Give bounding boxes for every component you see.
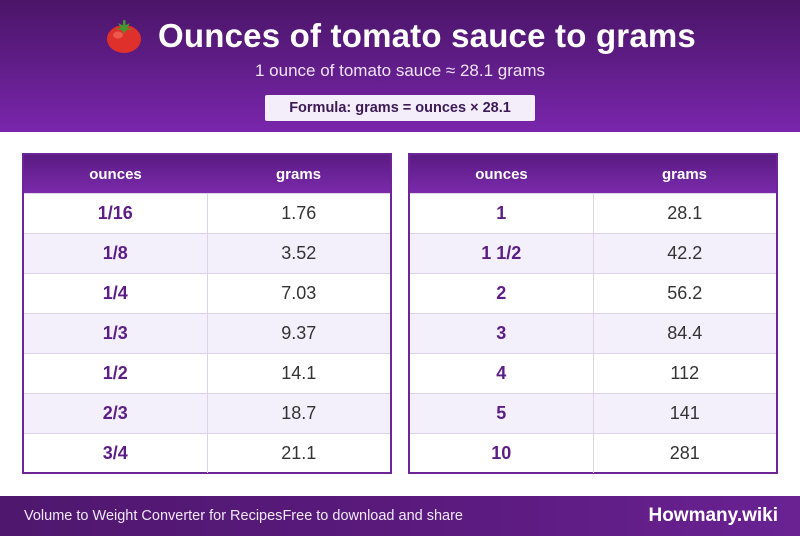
grams-cell: 56.2 bbox=[667, 283, 703, 303]
ounces-cell: 1/2 bbox=[24, 354, 208, 393]
grams-cell: 28.1 bbox=[667, 203, 703, 223]
table-row: 1 1/2 42.2 bbox=[410, 233, 776, 273]
ounces-cell: 1 bbox=[410, 194, 594, 233]
column-header-ounces: ounces bbox=[89, 165, 142, 183]
table-header: ounces grams bbox=[410, 155, 776, 193]
grams-cell: 281 bbox=[669, 443, 700, 463]
table-row: 2/3 18.7 bbox=[24, 393, 390, 433]
ounces-cell: 3/4 bbox=[24, 434, 208, 473]
footer-bar: Volume to Weight Converter for Recipes Fr… bbox=[0, 496, 800, 536]
table-row: 3/4 21.1 bbox=[24, 433, 390, 473]
table-row: 4 112 bbox=[410, 353, 776, 393]
ounces-cell: 1/8 bbox=[24, 234, 208, 273]
grams-cell: 18.7 bbox=[281, 403, 317, 423]
subtitle: 1 ounce of tomato sauce ≈ 28.1 grams bbox=[255, 61, 545, 80]
grams-cell: 84.4 bbox=[667, 323, 703, 343]
ounces-cell: 1/4 bbox=[24, 274, 208, 313]
footer-text: Volume to Weight Converter for Recipes Fr… bbox=[24, 508, 463, 524]
tomato-icon bbox=[107, 20, 141, 53]
page-title: Ounces of tomato sauce to grams bbox=[158, 17, 696, 54]
ounces-cell: 1/16 bbox=[24, 194, 208, 233]
grams-cell: 7.03 bbox=[281, 283, 317, 303]
ounces-cell: 10 bbox=[410, 434, 594, 473]
grams-cell: 1.76 bbox=[281, 203, 317, 223]
column-header-grams: grams bbox=[275, 165, 322, 183]
table-row: 1/8 3.52 bbox=[24, 233, 390, 273]
ounces-cell: 2/3 bbox=[24, 394, 208, 433]
grams-cell: 42.2 bbox=[667, 243, 703, 263]
table-header: ounces grams bbox=[24, 155, 390, 193]
footer-share-text: Free to download and share bbox=[282, 508, 464, 524]
ounces-cell: 4 bbox=[410, 354, 594, 393]
title-row: Ounces of tomato sauce to grams bbox=[0, 14, 800, 58]
grams-cell: 9.37 bbox=[281, 323, 317, 343]
column-header-grams: grams bbox=[661, 165, 708, 183]
ounces-cell: 1 1/2 bbox=[410, 234, 594, 273]
grams-cell: 14.1 bbox=[281, 363, 317, 383]
table-row: 1/3 9.37 bbox=[24, 313, 390, 353]
grams-cell: 21.1 bbox=[281, 443, 317, 463]
brand-logo-text[interactable]: Howmany.wiki bbox=[648, 505, 778, 526]
conversion-table-right: ounces grams 1 28.1 1 1/2 42.2 2 56.2 3 84.4… bbox=[408, 153, 778, 474]
table-row: 1 28.1 bbox=[410, 193, 776, 233]
ounces-cell: 3 bbox=[410, 314, 594, 353]
grams-cell: 112 bbox=[670, 363, 700, 383]
column-header-ounces: ounces bbox=[475, 165, 528, 183]
grams-cell: 141 bbox=[669, 403, 700, 423]
formula-badge: Formula: grams = ounces × 28.1 bbox=[265, 95, 535, 121]
table-row: 1/16 1.76 bbox=[24, 193, 390, 233]
table-row: 10 281 bbox=[410, 433, 776, 473]
table-row: 1/4 7.03 bbox=[24, 273, 390, 313]
table-row: 3 84.4 bbox=[410, 313, 776, 353]
grams-cell: 3.52 bbox=[281, 243, 317, 263]
footer-converter-text: Volume to Weight Converter for Recipes bbox=[24, 508, 283, 524]
header-banner: Ounces of tomato sauce to grams 1 ounce … bbox=[0, 0, 800, 132]
ounces-cell: 5 bbox=[410, 394, 594, 433]
table-row: 5 141 bbox=[410, 393, 776, 433]
table-row: 1/2 14.1 bbox=[24, 353, 390, 393]
ounces-cell: 1/3 bbox=[24, 314, 208, 353]
ounces-cell: 2 bbox=[410, 274, 594, 313]
table-row: 2 56.2 bbox=[410, 273, 776, 313]
conversion-table-left: ounces grams 1/16 1.76 1/8 3.52 1/4 7.03 1/… bbox=[22, 153, 392, 474]
